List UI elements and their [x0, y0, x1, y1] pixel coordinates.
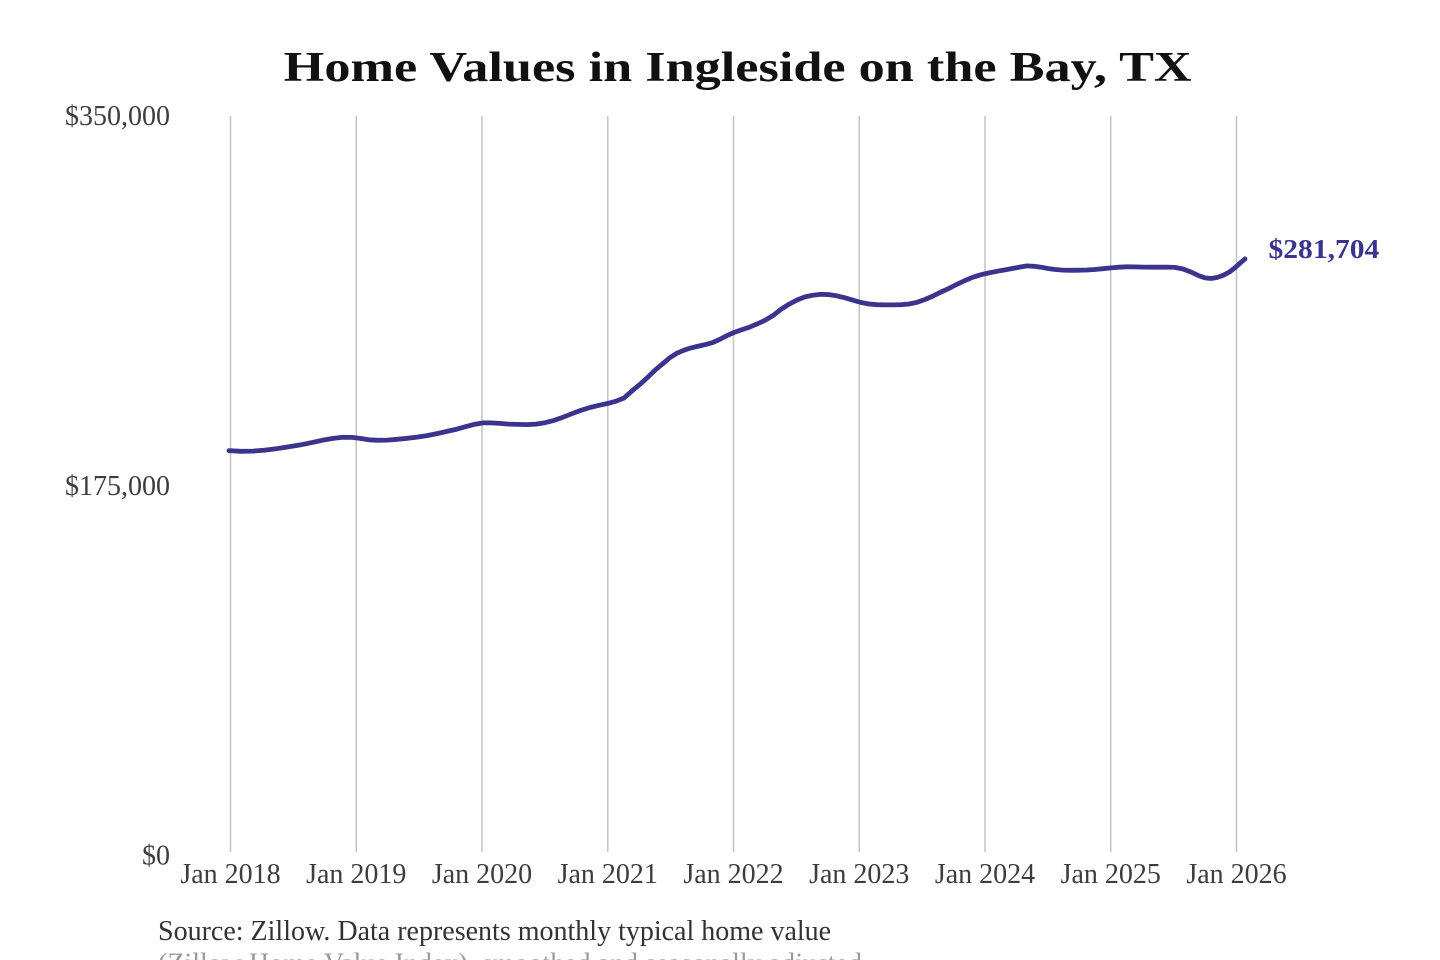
svg-text:Jan 2026: Jan 2026	[1186, 859, 1286, 890]
svg-text:Jan 2021: Jan 2021	[558, 859, 658, 890]
svg-text:Jan 2024: Jan 2024	[935, 859, 1035, 890]
svg-text:$0: $0	[142, 840, 170, 871]
svg-text:(Zillow Home Value Index), smo: (Zillow Home Value Index), smoothed and …	[158, 949, 869, 960]
svg-text:Jan 2019: Jan 2019	[306, 859, 406, 890]
svg-text:Jan 2022: Jan 2022	[683, 859, 783, 890]
svg-text:Jan 2025: Jan 2025	[1061, 859, 1161, 890]
svg-text:Jan 2020: Jan 2020	[432, 859, 532, 890]
svg-text:Source: Zillow. Data represent: Source: Zillow. Data represents monthly …	[158, 916, 831, 947]
svg-text:$175,000: $175,000	[65, 471, 170, 502]
svg-text:Home Values in Ingleside on th: Home Values in Ingleside on the Bay, TX	[284, 44, 1192, 91]
svg-text:$350,000: $350,000	[65, 101, 170, 132]
svg-text:Jan 2018: Jan 2018	[180, 859, 280, 890]
svg-text:$281,704: $281,704	[1269, 234, 1380, 264]
svg-text:Jan 2023: Jan 2023	[809, 859, 909, 890]
